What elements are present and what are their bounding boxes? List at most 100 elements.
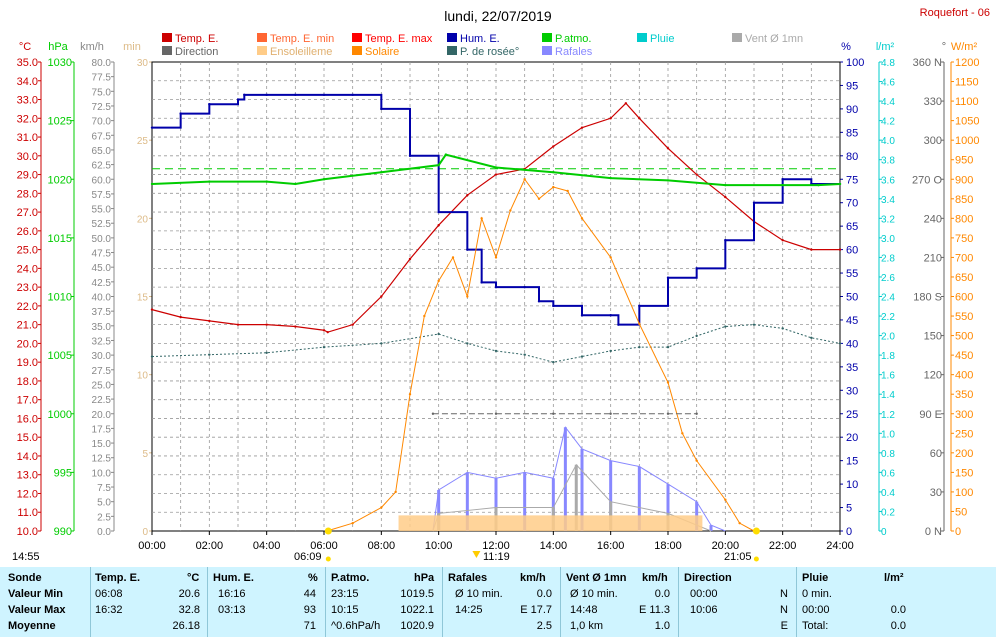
table-cell-label: Moyenne <box>8 620 56 632</box>
th-pluie-unit: l/m² <box>884 572 904 584</box>
point-solaire <box>681 432 684 435</box>
lm2-axis-tick-label: 2.6 <box>881 273 895 284</box>
unit-hpa: hPa <box>48 41 68 53</box>
kmh-axis-tick-label: 42.5 <box>92 278 112 289</box>
x-tick-label: 02:00 <box>196 540 224 552</box>
legend-swatch <box>637 33 647 42</box>
sunset-marker <box>752 527 760 535</box>
point-p-de-ros-e- <box>523 353 526 356</box>
point-p-de-ros-e- <box>150 355 154 358</box>
hpa-axis-tick-label: 990 <box>54 526 72 538</box>
legend-label: Rafales <box>555 46 593 58</box>
x-tick-label: 16:00 <box>597 540 625 552</box>
sunset-dot <box>753 556 759 562</box>
series-hum-e- <box>152 93 840 326</box>
point-p-de-ros-e- <box>437 332 440 336</box>
legend-label: Pluie <box>650 33 674 45</box>
x-tick-label: 18:00 <box>654 540 682 552</box>
point-hum-e- <box>695 267 698 270</box>
kmh-axis-tick-label: 57.5 <box>92 190 112 201</box>
point-direction <box>494 412 498 415</box>
point-solaire <box>351 521 354 525</box>
wm2-axis-tick-label: 800 <box>955 213 973 225</box>
point-solaire <box>609 256 612 259</box>
pct-axis-tick-label: 90 <box>846 104 858 116</box>
point-hum-e- <box>609 314 612 317</box>
deg-axis-tick-label: 300 <box>924 135 942 147</box>
point-p-atmo- <box>265 180 268 183</box>
wm2-axis-tick-label: 0 <box>955 526 961 538</box>
point-temp-e- <box>265 323 268 326</box>
lm2-axis-tick-label: 4.2 <box>881 117 895 128</box>
table-separator <box>207 567 208 637</box>
pct-axis-tick-label: 10 <box>846 479 858 491</box>
point-p-de-ros-e- <box>265 351 268 354</box>
series-p-de-ros-e- <box>151 324 841 363</box>
point-solaire <box>437 279 440 283</box>
kmh-axis-tick-label: 65.0 <box>92 146 112 157</box>
deg-axis-tick-label: 90 E <box>919 409 942 421</box>
temp-axis-tick-label: 35.0 <box>17 57 38 69</box>
table-cell-h-time: 03:13 <box>218 604 246 616</box>
point-temp-e- <box>724 195 727 199</box>
temp-axis-tick-label: 19.0 <box>17 357 38 369</box>
table-cell-p-time: 23:15 <box>331 588 359 600</box>
point-hum-e- <box>523 285 526 289</box>
hpa-axis-tick-label: 1025 <box>48 116 72 128</box>
pct-axis-tick-label: 85 <box>846 127 858 139</box>
point-hum-e- <box>666 276 670 279</box>
point-p-atmo- <box>666 179 670 182</box>
point-solaire <box>695 459 698 462</box>
table-cell-d-time: 00:00 <box>690 588 718 600</box>
deg-axis-tick-label: 0 N <box>925 526 942 538</box>
temp-axis-tick-label: 30.0 <box>17 151 38 163</box>
th-temp: Temp. E. <box>95 572 141 584</box>
deg-axis-tick-label: 330 <box>924 96 942 108</box>
kmh-axis-tick-label: 35.0 <box>92 322 112 333</box>
kmh-axis-tick-label: 77.5 <box>92 73 112 84</box>
table-cell-r-val: E 17.7 <box>520 604 552 616</box>
legend-label: Ensoleilleme <box>270 46 332 58</box>
table-cell-pl-time: 00:00 <box>802 604 830 616</box>
point-temp-e- <box>810 248 813 251</box>
weather-chart: 00:00 02:00 04:00 06:00 08:00 10:00 12:00 14:00… <box>17 7 990 562</box>
legend-swatch <box>162 33 172 42</box>
pct-axis-tick-label: 100 <box>846 57 864 69</box>
kmh-axis-tick-label: 37.5 <box>92 307 112 318</box>
legend-label: Temp. E. <box>175 33 218 45</box>
point-p-de-ros-e- <box>666 345 670 349</box>
wm2-axis-tick-label: 750 <box>955 233 973 245</box>
sunrise-dot <box>325 556 331 562</box>
point-direction <box>552 412 555 415</box>
pct-axis-tick-label: 35 <box>846 362 858 374</box>
temp-axis-tick-label: 16.0 <box>17 413 38 425</box>
kmh-axis-tick-label: 52.5 <box>92 219 112 230</box>
kmh-axis-tick-label: 40.0 <box>92 293 112 304</box>
point-solaire <box>394 490 397 494</box>
min-axis-tick-label: 25 <box>137 136 149 147</box>
sunrise-marker <box>324 527 332 535</box>
temp-axis-tick-label: 28.0 <box>17 188 38 200</box>
table-cell-label: Valeur Min <box>8 588 64 600</box>
point-solaire <box>494 256 498 259</box>
th-pluie: Pluie <box>802 572 829 584</box>
solar-noon-label: 11:19 <box>483 551 510 563</box>
temp-axis-tick-label: 20.0 <box>17 338 38 350</box>
pct-axis-tick-label: 65 <box>846 221 858 233</box>
table-cell-r-time: Ø 10 min. <box>455 588 503 600</box>
point-p-de-ros-e- <box>380 342 383 345</box>
lm2-axis-tick-label: 1.0 <box>881 429 895 440</box>
wm2-axis-tick-label: 850 <box>955 194 973 206</box>
series-vent-mn <box>432 463 712 532</box>
temp-axis-tick-label: 18.0 <box>17 376 38 388</box>
wm2-axis-tick-label: 50 <box>955 506 967 518</box>
point-solaire <box>537 197 541 200</box>
deg-axis-tick-label: 60 <box>930 448 942 460</box>
point-p-de-ros-e- <box>724 325 727 328</box>
point-temp-e- <box>580 126 584 129</box>
legend-label: Temp. E. max <box>365 33 433 45</box>
deg-axis-tick-label: 360 N <box>913 57 942 69</box>
kmh-axis-tick-label: 47.5 <box>92 249 112 260</box>
point-temp-e- <box>609 117 612 120</box>
legend-swatch <box>257 46 267 55</box>
